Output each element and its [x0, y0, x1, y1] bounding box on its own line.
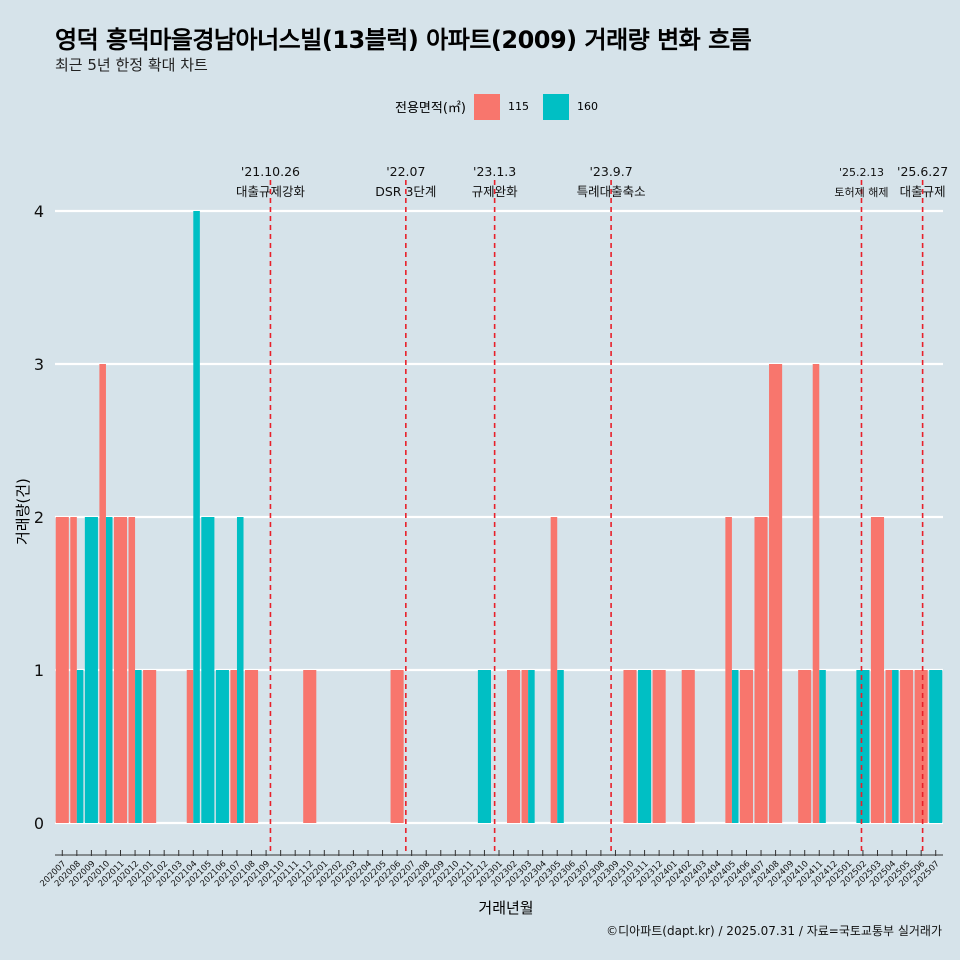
- x-axis-label: 거래년월: [0, 897, 960, 918]
- event-date-label: '23.9.7: [589, 164, 632, 179]
- bar-115: [754, 517, 768, 823]
- bar-115: [230, 670, 237, 823]
- bar-115: [507, 670, 521, 823]
- event-name-label: 특례대출축소: [577, 184, 646, 199]
- bar-115: [812, 364, 820, 823]
- bar-115: [128, 517, 136, 823]
- bar-160: [892, 670, 899, 823]
- event-name-label: 규제완화: [472, 184, 519, 199]
- bar-160: [819, 670, 826, 823]
- bar-160: [193, 211, 200, 823]
- event-date-label: '25.2.13: [839, 166, 884, 179]
- bar-115: [113, 517, 128, 823]
- bar-115: [99, 364, 106, 823]
- y-tick-label: 2: [34, 508, 44, 527]
- bar-115: [521, 670, 529, 823]
- bar-115: [725, 517, 732, 823]
- legend-title: 전용면적(㎡): [395, 101, 466, 116]
- y-tick-label: 0: [34, 814, 44, 833]
- chart-subtitle: 최근 5년 한정 확대 차트: [55, 56, 208, 74]
- bar-115: [390, 670, 404, 823]
- x-axis-label-text: 거래년월: [478, 899, 534, 917]
- bar-115: [244, 670, 259, 823]
- bar-160: [477, 670, 491, 823]
- bar-160: [76, 670, 84, 823]
- chart-title: 영덕 흥덕마을경남아너스빌(13블럭) 아파트(2009) 거래량 변화 흐름: [55, 26, 752, 54]
- bar-115: [55, 517, 69, 823]
- bar-115: [885, 670, 893, 823]
- bar-115: [681, 670, 695, 823]
- bar-115: [769, 364, 783, 823]
- bar-115: [900, 670, 914, 823]
- bar-115: [186, 670, 194, 823]
- bar-160: [215, 670, 229, 823]
- legend-key-160: [542, 93, 569, 120]
- bar-160: [528, 670, 535, 823]
- bar-160: [201, 517, 215, 823]
- bar-115: [914, 670, 928, 823]
- bar-160: [105, 517, 113, 823]
- event-name-label: 대출규제강화: [236, 184, 306, 199]
- y-tick-label: 1: [34, 661, 44, 680]
- event-name-label: DSR 3단계: [375, 184, 436, 199]
- bar-160: [638, 670, 652, 823]
- bar-160: [135, 670, 142, 823]
- legend-label-115: 115: [507, 100, 529, 113]
- bar-115: [623, 670, 637, 823]
- event-date-label: '22.07: [386, 164, 425, 179]
- event-name-label: 토허제 해제: [834, 185, 888, 199]
- event-date-label: '25.6.27: [897, 164, 948, 179]
- bar-160: [929, 670, 943, 823]
- legend-key-115: [473, 93, 500, 120]
- bar-115: [143, 670, 157, 823]
- bar-160: [731, 670, 739, 823]
- legend-label-160: 160: [576, 100, 598, 113]
- event-name-label: 대출규제: [900, 184, 946, 199]
- bar-115: [739, 670, 754, 823]
- y-tick-label: 3: [34, 355, 44, 374]
- y-tick-label: 4: [34, 202, 44, 221]
- legend: 전용면적(㎡) 115 160: [395, 93, 612, 120]
- y-axis-label: 거래량(건): [14, 478, 32, 545]
- bar-115: [652, 670, 666, 823]
- bar-115: [70, 517, 77, 823]
- bar-115: [550, 517, 558, 823]
- bar-160: [856, 670, 870, 823]
- bar-160: [236, 517, 244, 823]
- event-date-label: '23.1.3: [473, 164, 516, 179]
- source-caption: ©디아파트(dapt.kr) / 2025.07.31 / 자료=국토교통부 실…: [606, 924, 942, 938]
- event-date-label: '21.10.26: [241, 164, 300, 179]
- bar-160: [557, 670, 564, 823]
- bar-115: [798, 670, 812, 823]
- bar-160: [84, 517, 98, 823]
- bar-115: [870, 517, 885, 823]
- bar-115: [303, 670, 317, 823]
